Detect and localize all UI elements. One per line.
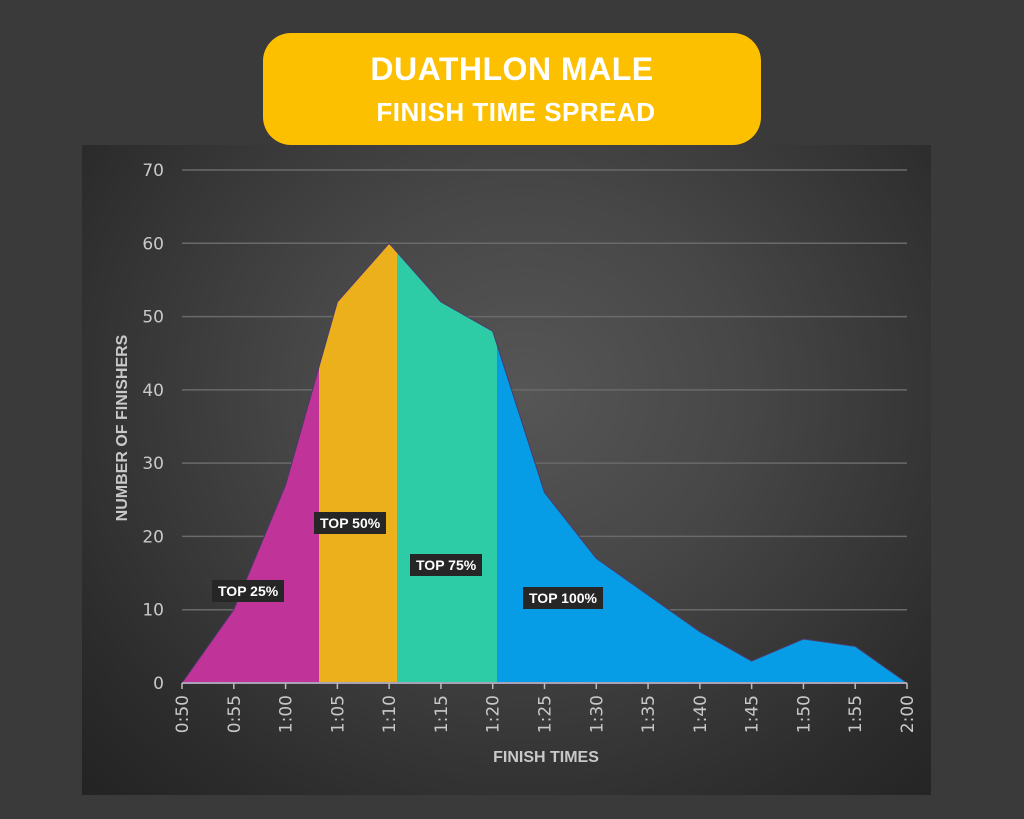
x-tick-label: 0:50 [173,695,193,733]
y-tick-label: 30 [142,454,164,474]
x-tick-label: 0:55 [225,695,245,733]
x-tick-label: 1:00 [277,695,297,733]
y-tick-label: 20 [142,527,164,547]
y-tick-label: 50 [142,308,164,328]
band-label-top-25: TOP 25% [212,580,285,602]
area-outline [181,242,908,684]
chart-title: DUATHLON MALE [370,51,654,87]
x-tick-label: 1:35 [639,695,659,733]
x-tick-label: 1:45 [743,695,763,733]
band-label-top-75: TOP 75% [410,554,483,576]
x-tick-label: 1:50 [794,695,814,733]
x-tick-label: 1:20 [484,695,504,733]
x-tick-label: 1:55 [846,695,866,733]
y-tick-label: 40 [142,381,164,401]
x-axis-title: FINISH TIMES [493,749,599,766]
x-tick-label: 1:10 [380,695,400,733]
area-band-2 [319,243,397,683]
y-axis-title: NUMBER OF FINISHERS [114,334,131,521]
x-tick-label: 1:40 [691,695,711,733]
x-tick-label: 2:00 [898,695,918,733]
chart-subtitle: FINISH TIME SPREAD [376,97,656,127]
x-tick-label: 1:05 [328,695,348,733]
chart-title-banner: DUATHLON MALE FINISH TIME SPREAD [263,33,761,145]
x-tick-label: 1:15 [432,695,452,733]
band-label-top-100: TOP 100% [523,587,603,609]
band-label-top-50: TOP 50% [314,512,387,534]
chart-panel: 0 10 20 30 40 50 60 70 0:50 0:55 1:00 1:05 1:10 1:15 1… [82,145,931,795]
area-band-1 [182,366,319,683]
y-tick-label: 60 [142,234,164,254]
x-tick-label: 1:30 [587,695,607,733]
x-tick-label: 1:25 [536,695,556,733]
y-tick-label: 10 [142,601,164,621]
y-tick-label: 0 [153,674,164,694]
y-tick-label: 70 [142,161,164,181]
area-chart: 0 10 20 30 40 50 60 70 0:50 0:55 1:00 1:05 1:10 1:15 1… [114,161,918,766]
